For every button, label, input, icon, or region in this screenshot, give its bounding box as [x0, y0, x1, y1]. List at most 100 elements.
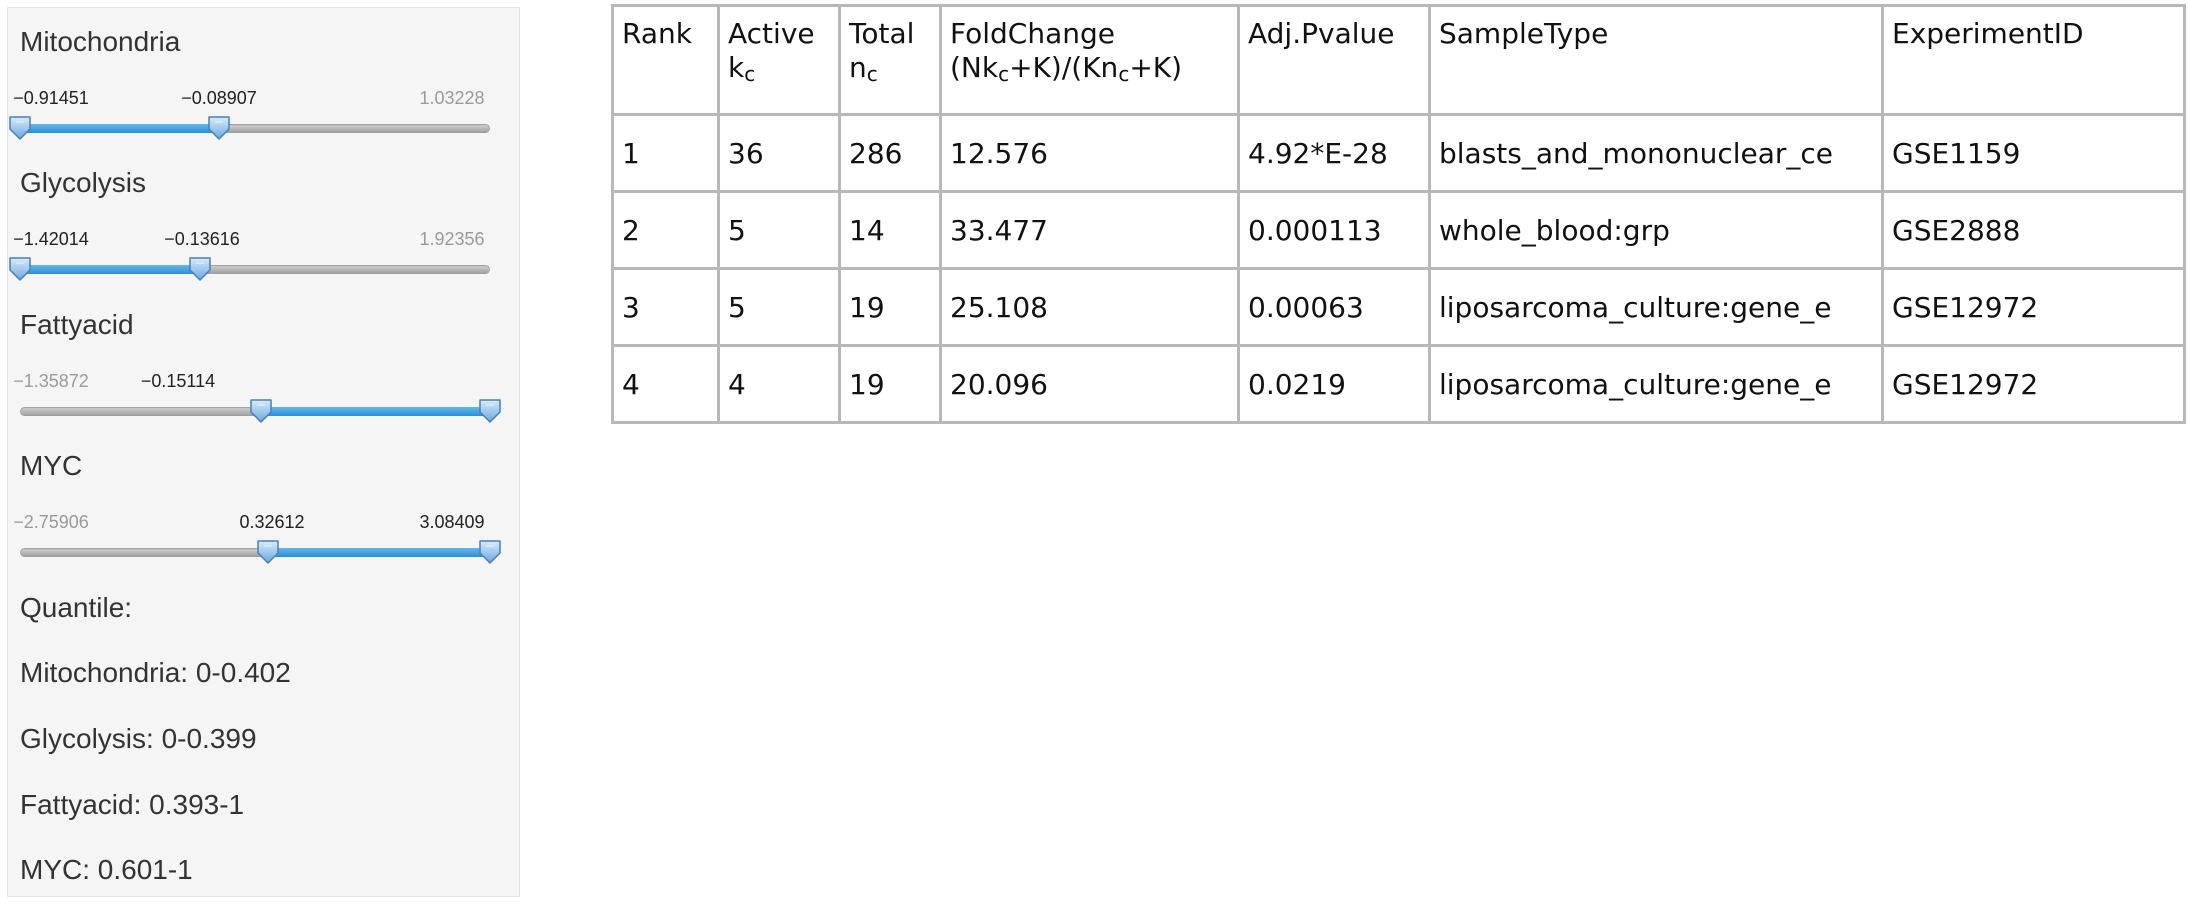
formula-subscript-b: c	[1118, 62, 1130, 86]
cell-sampletype: liposarcoma_culture:gene_e	[1428, 267, 1884, 347]
cell-foldchange: 20.096	[939, 344, 1240, 424]
header-active-symbol: kc	[728, 51, 830, 91]
cell-rank: 1	[611, 113, 720, 193]
cell-active: 4	[717, 344, 841, 424]
slider-myc: MYC −2.75906 0.32612 3.08409	[13, 440, 510, 570]
cell-total: 14	[838, 190, 942, 270]
slider-track[interactable]	[9, 116, 490, 140]
slider-range-fill	[268, 548, 490, 557]
cell-experimentid: GSE1159	[1881, 113, 2186, 193]
cell-sampletype: whole_blood:grp	[1428, 190, 1884, 270]
table-row[interactable]: 4 4 19 20.096 0.0219 liposarcoma_culture…	[611, 344, 2186, 424]
slider-min-value: −2.75906	[13, 512, 89, 532]
slider-handle-value: −0.08907	[181, 88, 257, 108]
cell-active: 5	[717, 190, 841, 270]
header-total-subscript: c	[866, 62, 878, 86]
cell-foldchange: 25.108	[939, 267, 1240, 347]
slider-handle-from[interactable]	[7, 256, 33, 282]
cell-foldchange: 33.477	[939, 190, 1240, 270]
header-active-subscript: c	[744, 62, 756, 86]
quantile-myc: MYC: 0.601-1	[20, 854, 193, 885]
cell-experimentid: GSE2888	[1881, 190, 2186, 270]
header-active-label: Active	[728, 17, 815, 50]
slider-track[interactable]	[20, 399, 501, 423]
slider-title: Mitochondria	[20, 26, 181, 57]
quantile-glycolysis: Glycolysis: 0-0.399	[20, 723, 257, 754]
slider-handle-value: −0.13616	[164, 229, 240, 249]
table-header-row: Rank Active kc Total nc FoldChange (Nkc+…	[611, 4, 2186, 116]
slider-handle-to[interactable]	[477, 539, 503, 565]
cell-adj-pvalue: 0.00063	[1237, 267, 1431, 347]
cell-rank: 2	[611, 190, 720, 270]
slider-mitochondria: Mitochondria −0.91451 −0.08907 1.03228	[9, 16, 510, 146]
cell-total: 286	[838, 113, 942, 193]
header-foldchange-label: FoldChange	[950, 17, 1115, 50]
slider-title: Fattyacid	[20, 309, 134, 340]
filter-sidebar: Mitochondria −0.91451 −0.08907 1.03228 G…	[7, 7, 520, 897]
slider-max-value: 1.03228	[419, 88, 485, 108]
slider-handle-to[interactable]	[187, 256, 213, 282]
cell-sampletype: liposarcoma_culture:gene_e	[1428, 344, 1884, 424]
slider-min-value: −1.42014	[13, 229, 89, 249]
header-adj-pvalue[interactable]: Adj.Pvalue	[1237, 4, 1431, 116]
header-active[interactable]: Active kc	[717, 4, 841, 116]
header-sampletype-label: SampleType	[1439, 17, 1609, 50]
slider-min-value: −0.91451	[13, 88, 89, 108]
cell-total: 19	[838, 267, 942, 347]
cell-active: 5	[717, 267, 841, 347]
header-total-label: Total	[849, 17, 915, 50]
slider-handle-to[interactable]	[477, 398, 503, 424]
slider-track[interactable]	[9, 257, 490, 281]
header-active-k: k	[728, 51, 745, 84]
cell-adj-pvalue: 0.000113	[1237, 190, 1431, 270]
slider-max-value: 1.92356	[419, 229, 485, 249]
header-rank[interactable]: Rank	[611, 4, 720, 116]
cell-total: 19	[838, 344, 942, 424]
header-foldchange-formula: (Nkc+K)/(Knc+K)	[950, 51, 1229, 91]
header-foldchange[interactable]: FoldChange (Nkc+K)/(Knc+K)	[939, 4, 1240, 116]
slider-handle-to[interactable]	[206, 115, 232, 141]
quantile-heading: Quantile:	[20, 592, 133, 623]
header-sampletype[interactable]: SampleType	[1428, 4, 1884, 116]
quantile-fattyacid: Fattyacid: 0.393-1	[20, 789, 245, 820]
slider-handle-from[interactable]	[7, 115, 33, 141]
table-row[interactable]: 1 36 286 12.576 4.92*E-28 blasts_and_mon…	[611, 113, 2186, 193]
slider-handle-value: 0.32612	[239, 512, 305, 532]
header-rank-label: Rank	[622, 17, 692, 50]
cell-experimentid: GSE12972	[1881, 344, 2186, 424]
cell-foldchange: 12.576	[939, 113, 1240, 193]
formula-subscript-a: c	[998, 62, 1010, 86]
header-total[interactable]: Total nc	[838, 4, 942, 116]
slider-fattyacid: Fattyacid −1.35872 −0.15114	[13, 299, 510, 429]
cell-active: 36	[717, 113, 841, 193]
cell-rank: 4	[611, 344, 720, 424]
slider-range-fill	[20, 124, 220, 133]
formula-part-b: +K)/(Kn	[1009, 51, 1119, 84]
cell-adj-pvalue: 0.0219	[1237, 344, 1431, 424]
header-total-symbol: nc	[849, 51, 931, 91]
cell-experimentid: GSE12972	[1881, 267, 2186, 347]
cell-sampletype: blasts_and_mononuclear_ce	[1428, 113, 1884, 193]
header-experimentid-label: ExperimentID	[1892, 17, 2084, 50]
header-adj-pvalue-label: Adj.Pvalue	[1248, 17, 1395, 50]
formula-part-a: (Nk	[950, 51, 999, 84]
table-row[interactable]: 2 5 14 33.477 0.000113 whole_blood:grp G…	[611, 190, 2186, 270]
slider-track[interactable]	[20, 540, 501, 564]
slider-handle-value: −0.15114	[140, 371, 216, 391]
slider-handle-from[interactable]	[248, 398, 274, 424]
cell-rank: 3	[611, 267, 720, 347]
slider-glycolysis: Glycolysis −1.42014 −0.13616 1.92356	[9, 157, 510, 287]
table-row[interactable]: 3 5 19 25.108 0.00063 liposarcoma_cultur…	[611, 267, 2186, 347]
slider-min-value: −1.35872	[13, 371, 89, 391]
header-total-n: n	[849, 51, 867, 84]
results-table: Rank Active kc Total nc FoldChange (Nkc+…	[611, 4, 2186, 424]
slider-max-value: 3.08409	[419, 512, 485, 532]
formula-part-c: +K)	[1129, 51, 1183, 84]
slider-range-fill	[20, 265, 201, 274]
slider-title: MYC	[20, 450, 83, 481]
cell-adj-pvalue: 4.92*E-28	[1237, 113, 1431, 193]
header-experimentid[interactable]: ExperimentID	[1881, 4, 2186, 116]
slider-handle-from[interactable]	[255, 539, 281, 565]
slider-range-fill	[260, 407, 490, 416]
